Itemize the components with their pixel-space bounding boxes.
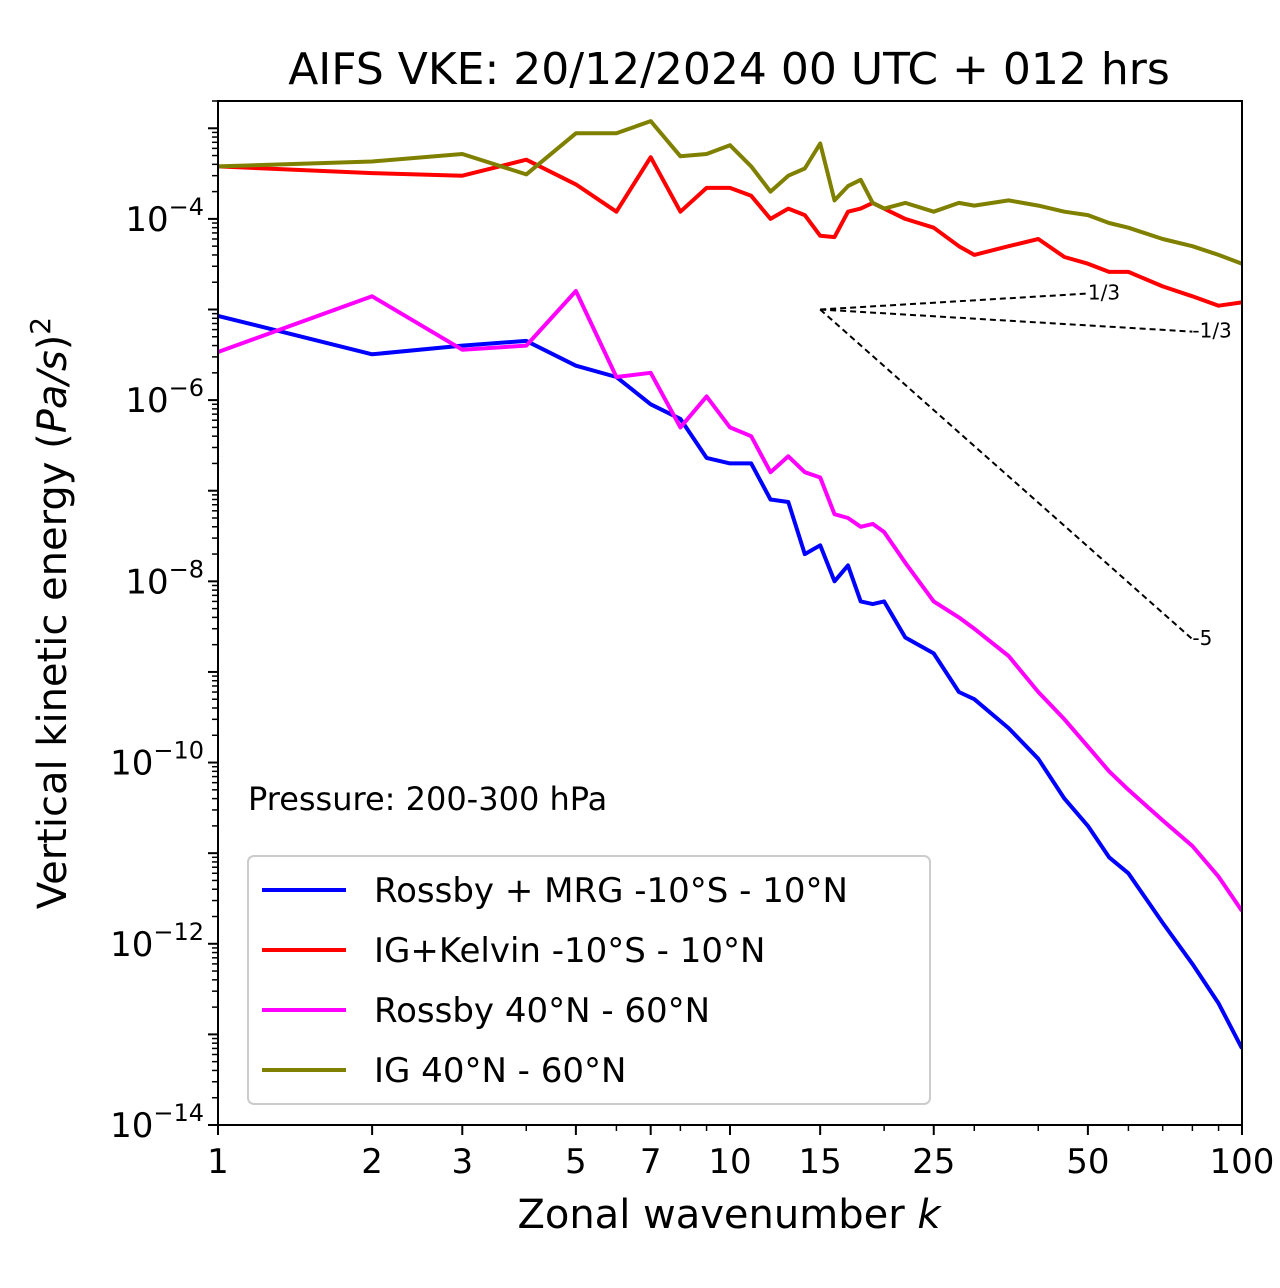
legend-label-3: Rossby 40°N - 60°N — [374, 991, 710, 1031]
pressure-annotation: Pressure: 200-300 hPa — [248, 780, 607, 818]
x-tick-label: 15 — [799, 1142, 842, 1182]
series-line-2 — [218, 155, 1242, 308]
reference-slope-label-3: -5 — [1192, 626, 1212, 650]
reference-slope-label-2: -1/3 — [1192, 319, 1231, 343]
y-tick-label: 10−12 — [110, 918, 204, 965]
x-tick-label: 7 — [640, 1142, 662, 1182]
x-tick-label: 1 — [207, 1142, 229, 1182]
series-line-4 — [218, 119, 1242, 266]
x-tick-label: 2 — [361, 1142, 383, 1182]
legend-label-2: IG+Kelvin -10°S - 10°N — [374, 931, 765, 971]
x-tick-label: 25 — [912, 1142, 955, 1182]
reference-slope-line-1 — [820, 292, 1088, 311]
y-tick-label: 10−10 — [110, 737, 204, 784]
y-tick-label: 10−14 — [110, 1099, 204, 1146]
y-tick-label: 10−8 — [125, 555, 204, 602]
x-tick-label: 3 — [451, 1142, 473, 1182]
y-axis-ticks: 10−4 10−6 10−8 10−10 10−12 10−14 — [110, 100, 218, 1146]
x-tick-label: 5 — [565, 1142, 587, 1182]
legend-label-4: IG 40°N - 60°N — [374, 1051, 626, 1091]
x-tick-label: 10 — [708, 1142, 751, 1182]
x-axis-label: Zonal wavenumber k — [517, 1192, 942, 1238]
legend: Rossby + MRG -10°S - 10°N IG+Kelvin -10°S… — [247, 855, 931, 1105]
legend-box — [247, 855, 931, 1105]
y-tick-label: 10−6 — [125, 374, 204, 421]
plot-area — [218, 119, 1242, 1050]
x-tick-label: 100 — [1210, 1142, 1275, 1182]
series-line-1 — [218, 313, 1242, 1050]
y-tick-label: 10−4 — [125, 193, 204, 240]
x-tick-label: 50 — [1066, 1142, 1109, 1182]
reference-slope-label-1: 1/3 — [1088, 281, 1120, 305]
legend-label-1: Rossby + MRG -10°S - 10°N — [374, 871, 848, 911]
reference-slope-line-3 — [819, 308, 1194, 640]
series-line-3 — [218, 289, 1242, 913]
chart-title: AIFS VKE: 20/12/2024 00 UTC + 012 hrs — [288, 44, 1170, 95]
x-axis-ticks: 1 2 3 5 7 10 15 25 50 100 — [207, 1125, 1274, 1182]
reference-slope-line-2 — [820, 308, 1193, 333]
y-axis-label: Vertical kinetic energy (Pa/s)2 — [24, 317, 76, 909]
